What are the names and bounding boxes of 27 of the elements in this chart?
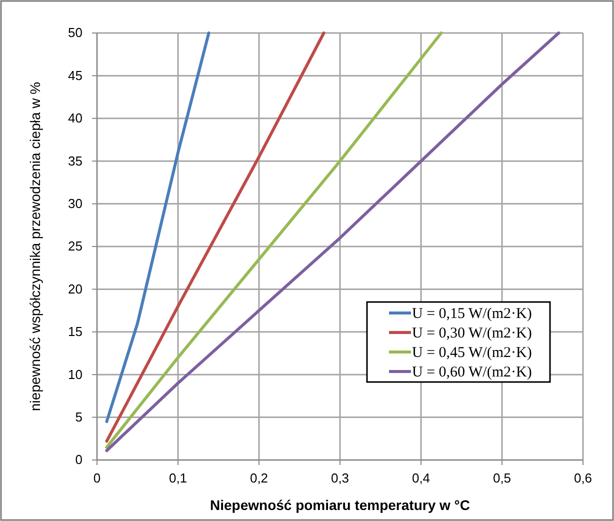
legend-label: U = 0,45 W/(m2·K) [412,345,532,362]
legend-label: U = 0,15 W/(m2·K) [412,306,532,322]
line-series [105,32,326,443]
x-axis-title: Niepewność pomiaru temperatury w °C [210,497,470,513]
y-tick-label: 25 [68,238,82,254]
y-tick-label: 30 [68,196,82,211]
legend-label: U = 0,60 W/(m2·K) [412,364,532,381]
y-tick-label: 0 [75,452,82,468]
x-tick-label: 0,5 [492,470,512,486]
y-tick-label: 50 [68,25,82,40]
y-tick-label: 45 [68,68,82,83]
line-series [105,32,560,452]
y-tick-label: 15 [68,324,82,340]
y-tick-label: 5 [75,409,82,424]
x-tick-label: 0,4 [412,470,430,486]
x-tick-label: 0,6 [574,470,592,486]
legend-label: U = 0,30 W/(m2·K) [412,326,532,342]
y-tick-label: 10 [68,366,82,382]
y-tick-label: 40 [68,110,82,126]
y-tick-label: 35 [68,153,82,168]
x-tick-label: 0,2 [250,470,268,486]
y-axis-title: niepewność współczynnika przewodzenia ciepła w % [27,82,43,412]
x-tick-label: 0,3 [330,470,350,486]
y-tick-label: 20 [68,281,82,296]
x-tick-label: 0,1 [168,470,188,486]
x-tick-label: 0 [93,470,101,486]
line-series [105,32,210,424]
